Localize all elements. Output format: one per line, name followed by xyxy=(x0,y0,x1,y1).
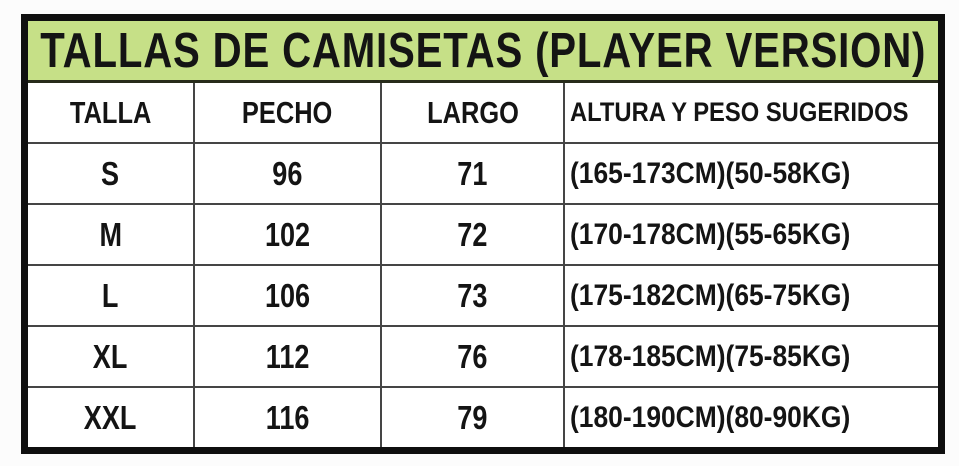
chest-cell: 116 xyxy=(195,388,380,447)
length-cell: 73 xyxy=(382,266,563,325)
table-title-bar: TALLAS DE CAMISETAS (PLAYER VERSION) xyxy=(28,21,938,83)
column-header-talla: TALLA xyxy=(28,83,193,142)
table-grid: TALLA PECHO LARGO ALTURA Y PESO SUGERIDO… xyxy=(28,83,938,447)
chest-cell: 102 xyxy=(195,205,380,264)
length-cell: 76 xyxy=(382,327,563,386)
size-cell: S xyxy=(28,144,193,203)
table-title: TALLAS DE CAMISETAS (PLAYER VERSION) xyxy=(39,23,927,78)
column-header-altura-peso: ALTURA Y PESO SUGERIDOS xyxy=(565,83,938,142)
length-cell: 79 xyxy=(382,388,563,447)
size-cell: XL xyxy=(28,327,193,386)
chest-cell: 112 xyxy=(195,327,380,386)
chest-cell: 96 xyxy=(195,144,380,203)
height-weight-cell: (165-173CM)(50-58KG) xyxy=(565,144,938,203)
size-cell: L xyxy=(28,266,193,325)
height-weight-cell: (178-185CM)(75-85KG) xyxy=(565,327,938,386)
length-cell: 72 xyxy=(382,205,563,264)
size-cell: XXL xyxy=(28,388,193,447)
size-chart-table: TALLAS DE CAMISETAS (PLAYER VERSION) TAL… xyxy=(21,14,945,454)
column-header-largo: LARGO xyxy=(382,83,563,142)
height-weight-cell: (180-190CM)(80-90KG) xyxy=(565,388,938,447)
size-cell: M xyxy=(28,205,193,264)
height-weight-cell: (175-182CM)(65-75KG) xyxy=(565,266,938,325)
column-header-pecho: PECHO xyxy=(195,83,380,142)
chest-cell: 106 xyxy=(195,266,380,325)
height-weight-cell: (170-178CM)(55-65KG) xyxy=(565,205,938,264)
length-cell: 71 xyxy=(382,144,563,203)
